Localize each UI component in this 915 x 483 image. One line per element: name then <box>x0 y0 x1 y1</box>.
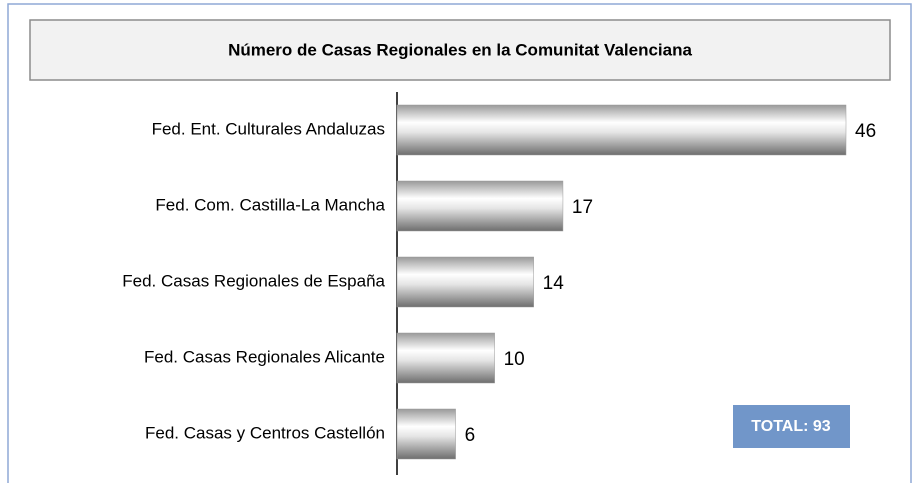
total-label: TOTAL: 93 <box>751 418 831 435</box>
category-label: Fed. Ent. Culturales Andaluzas <box>152 119 385 138</box>
bar <box>396 332 495 384</box>
bar <box>396 408 456 460</box>
chart-title: Número de Casas Regionales en la Comunit… <box>228 40 692 59</box>
category-label: Fed. Casas Regionales Alicante <box>144 347 385 366</box>
value-label: 17 <box>572 197 593 218</box>
bar <box>396 180 564 232</box>
category-label: Fed. Casas Regionales de España <box>122 271 385 290</box>
category-label: Fed. Com. Castilla-La Mancha <box>155 195 385 214</box>
frame <box>7 3 912 483</box>
value-label: 14 <box>543 273 565 294</box>
value-label: 6 <box>465 425 476 446</box>
total-box <box>733 405 850 448</box>
value-label: 10 <box>504 349 525 370</box>
value-label: 46 <box>855 121 876 142</box>
title-box <box>29 19 891 81</box>
bar <box>396 104 847 156</box>
category-label: Fed. Casas y Centros Castellón <box>145 423 385 442</box>
bar <box>396 256 534 308</box>
